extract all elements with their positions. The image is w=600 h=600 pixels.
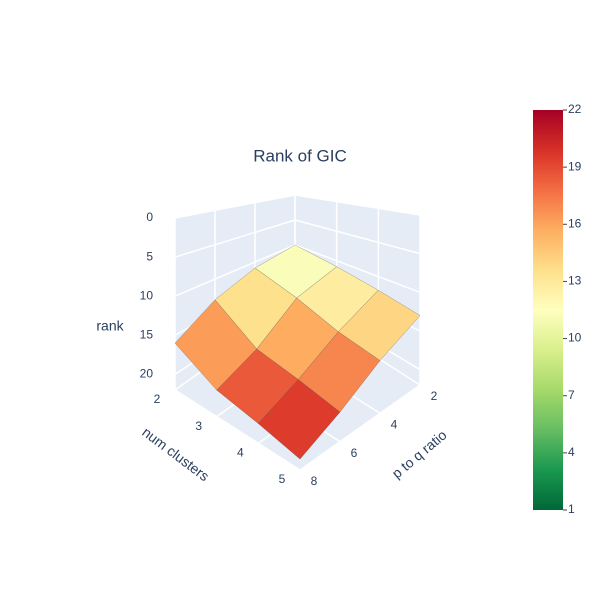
- colorbar-tick-label: 16: [568, 216, 582, 230]
- colorbar-tick-label: 13: [568, 274, 582, 288]
- colorbar-tick-label: 10: [568, 331, 582, 345]
- grid-line: [294, 219, 421, 255]
- grid-line: [294, 194, 421, 216]
- colorbar-tick-label: 19: [568, 159, 582, 173]
- grid-line: [174, 244, 296, 297]
- grid-line: [294, 244, 421, 293]
- z-tick-label: 0: [146, 210, 153, 224]
- z-axis-title: rank: [96, 318, 124, 334]
- x-tick-label: 3: [195, 419, 202, 433]
- z-tick-label: 5: [146, 249, 153, 263]
- y-tick-label: 2: [431, 389, 438, 403]
- colorbar-tick-label: 7: [568, 388, 575, 402]
- y-tick-label: 8: [311, 474, 318, 488]
- colorbar-tick-label: 4: [568, 445, 575, 459]
- colorbar: [533, 110, 563, 510]
- x-tick-label: 2: [154, 392, 161, 406]
- chart-title: Rank of GIC: [253, 146, 347, 165]
- x-tick-label: 4: [237, 446, 244, 460]
- x-tick-label: 5: [279, 472, 286, 486]
- grid-line: [174, 389, 301, 471]
- colorbar-tick-label: 1: [568, 502, 575, 516]
- y-axis-title: p to q ratio: [389, 426, 450, 481]
- grid-line: [174, 194, 296, 219]
- surface-patch: [258, 379, 341, 460]
- z-tick-label: 20: [140, 367, 154, 381]
- colorbar-tick-label: 22: [568, 102, 582, 116]
- z-tick-label: 15: [140, 327, 154, 341]
- grid-line: [174, 219, 296, 258]
- grid-line: [299, 384, 421, 471]
- y-tick-label: 4: [391, 418, 398, 432]
- z-tick-label: 10: [140, 288, 154, 302]
- y-tick-label: 6: [351, 446, 358, 460]
